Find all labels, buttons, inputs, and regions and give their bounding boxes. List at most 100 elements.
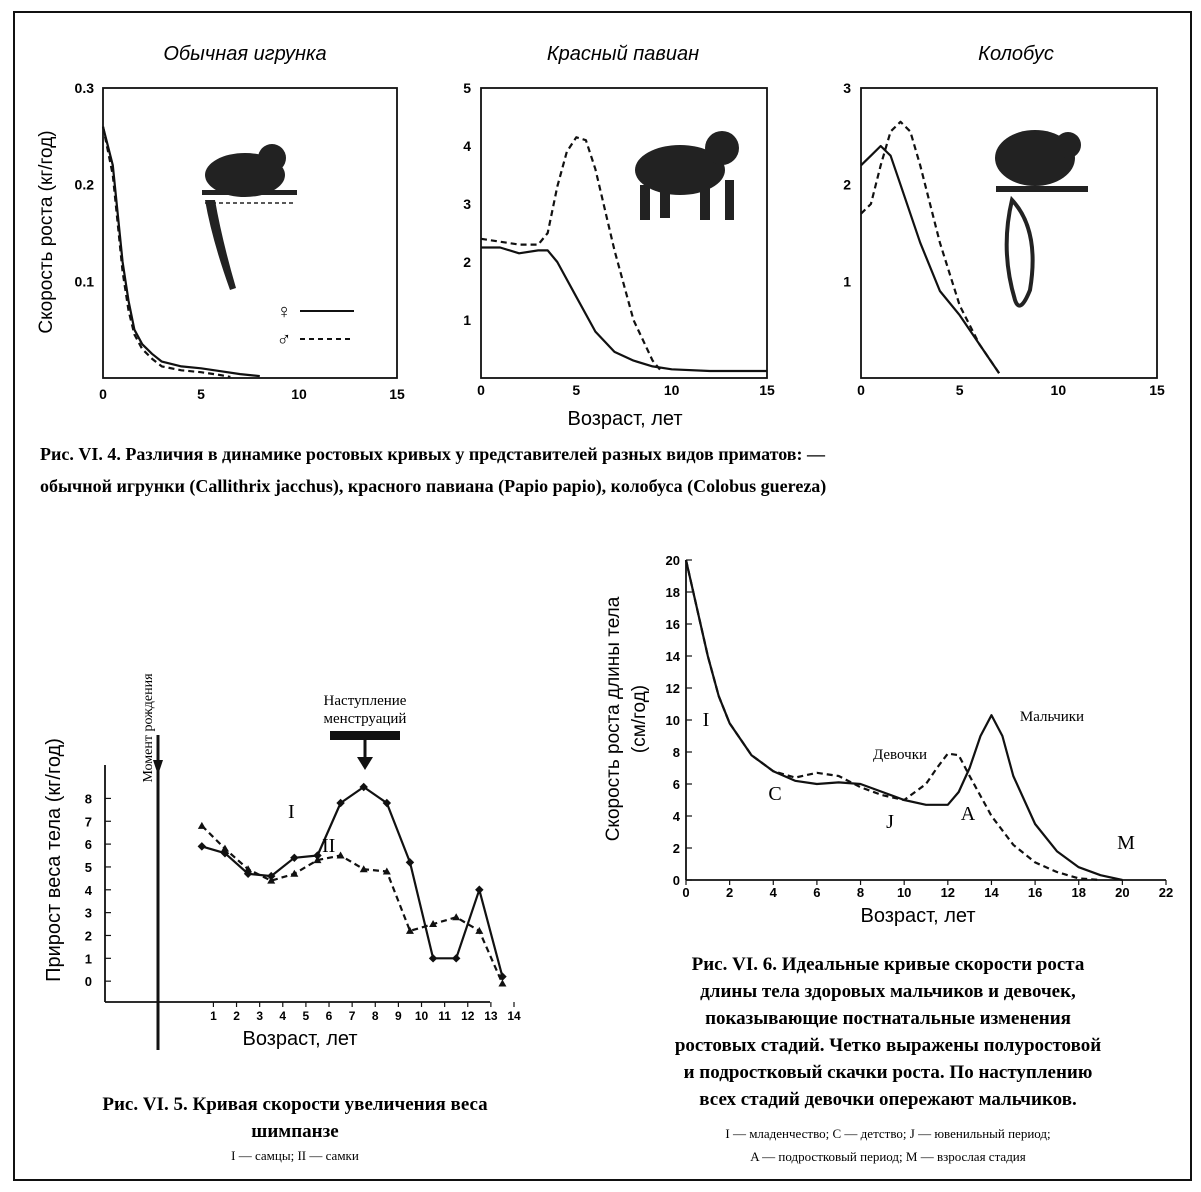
series-line-2 bbox=[860, 120, 1001, 374]
y-tick-label: 0.2 bbox=[75, 177, 95, 193]
x-tick-label: 20 bbox=[1115, 885, 1129, 900]
colobus-silhouette-icon bbox=[995, 130, 1088, 308]
data-point bbox=[336, 851, 345, 859]
fig5-series-II-label: II bbox=[322, 835, 335, 857]
x-tick-label: 5 bbox=[956, 382, 964, 398]
x-tick-label: 12 bbox=[461, 1009, 475, 1023]
data-point bbox=[290, 869, 299, 877]
fig6-stage-C: C bbox=[768, 783, 781, 805]
x-tick-label: 4 bbox=[279, 1009, 286, 1023]
data-point bbox=[313, 856, 322, 864]
series-line-1 bbox=[201, 785, 504, 977]
y-tick-label: 2 bbox=[843, 177, 851, 193]
data-point bbox=[197, 842, 207, 851]
data-point bbox=[382, 867, 391, 875]
y-tick-label: 12 bbox=[666, 681, 680, 696]
fig6-stage-A: A bbox=[961, 803, 976, 825]
x-tick-label: 10 bbox=[664, 382, 680, 398]
x-tick-label: 6 bbox=[326, 1009, 333, 1023]
y-tick-label: 0.3 bbox=[75, 80, 95, 96]
fig6-caption-line3: показывающие постнатальные изменения bbox=[705, 1008, 1071, 1029]
fig6-human-panel: 0 2 4 6 8 10 12 14 16 18 20 22 0 2 4 6 8 10 12 14 16 18 20 Ско… bbox=[603, 553, 1173, 927]
x-tick-label: 5 bbox=[303, 1009, 310, 1023]
x-tick-label: 15 bbox=[1149, 382, 1165, 398]
x-tick-label: 13 bbox=[484, 1009, 498, 1023]
y-tick-label: 1 bbox=[843, 273, 851, 289]
fig6-caption-line1: Рис. VI. 6. Идеальные кривые скорости ро… bbox=[692, 954, 1085, 975]
x-tick-label: 8 bbox=[372, 1009, 379, 1023]
menstruation-arrow-icon bbox=[330, 731, 400, 770]
marmoset-silhouette-icon bbox=[202, 144, 297, 290]
x-tick-label: 15 bbox=[389, 386, 405, 402]
y-tick-label: 0 bbox=[85, 974, 92, 989]
fig6-caption-line8: A — подростковый период; M — взрослая ст… bbox=[750, 1149, 1026, 1164]
y-tick-label: 8 bbox=[673, 745, 680, 760]
series-line-1 bbox=[101, 126, 260, 378]
x-tick-label: 0 bbox=[857, 382, 865, 398]
x-tick-label: 18 bbox=[1071, 885, 1085, 900]
y-tick-label: 1 bbox=[463, 312, 471, 328]
fig6-caption-line7: I — младенчество; C — детство; J — ювени… bbox=[725, 1126, 1050, 1141]
fig4-caption-line1: Рис. VI. 4. Различия в динамике ростовых… bbox=[40, 444, 826, 464]
y-tick-label: 16 bbox=[666, 617, 680, 632]
fig6-caption-line6: всех стадий девочки опережают мальчиков. bbox=[699, 1089, 1076, 1110]
page-frame bbox=[13, 11, 1192, 1181]
fig4-ylabel: Скорость роста (кг/год) bbox=[36, 130, 57, 333]
y-tick-label: 7 bbox=[85, 814, 92, 829]
fig6-stage-I: I bbox=[703, 709, 710, 731]
fig4-legend: ♀ ♂ bbox=[277, 301, 354, 351]
data-point bbox=[475, 885, 484, 895]
fig4-baboon-title: Красный павиан bbox=[547, 43, 699, 65]
data-point bbox=[475, 926, 484, 934]
fig5-xlabel: Возраст, лет bbox=[243, 1028, 358, 1050]
baboon-silhouette-icon bbox=[635, 131, 739, 220]
y-tick-label: 8 bbox=[85, 791, 92, 806]
fig4-marmoset-ticks: 0 5 10 15 0.1 0.2 0.3 bbox=[75, 80, 405, 402]
x-tick-label: 4 bbox=[770, 885, 778, 900]
x-tick-label: 14 bbox=[984, 885, 999, 900]
x-tick-label: 10 bbox=[291, 386, 307, 402]
x-tick-label: 12 bbox=[941, 885, 955, 900]
series-line-1 bbox=[481, 246, 767, 373]
fig5-menses-label2: менструаций bbox=[324, 711, 407, 727]
y-tick-label: 2 bbox=[463, 254, 471, 270]
series-line-2 bbox=[101, 126, 231, 379]
data-point bbox=[197, 821, 206, 829]
fig4-baboon-frame bbox=[480, 87, 768, 379]
x-tick-label: 2 bbox=[726, 885, 733, 900]
x-tick-label: 1 bbox=[210, 1009, 217, 1023]
fig5-caption-line2: шимпанзе bbox=[251, 1121, 338, 1142]
fig5-lines bbox=[197, 782, 507, 987]
y-tick-label: 6 bbox=[85, 837, 92, 852]
fig5-caption-line1: Рис. VI. 5. Кривая скорости увеличения в… bbox=[102, 1094, 488, 1115]
x-tick-label: 14 bbox=[507, 1009, 521, 1023]
y-tick-label: 6 bbox=[673, 777, 680, 792]
fig5-ylabel: Прирост веса тела (кг/год) bbox=[43, 738, 65, 982]
fig4-baboon-lines bbox=[480, 136, 767, 373]
fig6-stage-M: M bbox=[1117, 832, 1135, 854]
fig4-colobus-ticks: 0 5 10 15 1 2 3 bbox=[843, 80, 1165, 398]
fig4-marmoset-frame bbox=[102, 87, 398, 379]
fig6-lines bbox=[684, 559, 1123, 882]
data-point bbox=[405, 858, 415, 867]
x-tick-label: 0 bbox=[477, 382, 485, 398]
fig4-baboon-ticks: 0 5 10 15 1 2 3 4 5 bbox=[463, 80, 775, 398]
x-tick-label: 8 bbox=[857, 885, 864, 900]
fig6-ylabel-line1: Скорость роста длины тела bbox=[603, 596, 624, 841]
y-tick-label: 20 bbox=[666, 553, 680, 568]
y-tick-label: 3 bbox=[843, 80, 851, 96]
fig4-colobus-panel: Колобус 0 5 10 15 1 2 3 bbox=[843, 43, 1165, 398]
fig4-marmoset-title: Обычная игрунка bbox=[163, 43, 326, 65]
fig4-caption-line2: обычной игрунки (Callithrix jacchus), кр… bbox=[40, 476, 826, 497]
data-point bbox=[451, 954, 461, 963]
y-tick-label: 3 bbox=[85, 906, 92, 921]
y-tick-label: 2 bbox=[673, 841, 680, 856]
fig6-girls-label: Девочки bbox=[873, 747, 927, 763]
data-point bbox=[405, 926, 414, 934]
fig4-marmoset-lines bbox=[101, 126, 260, 379]
x-tick-label: 22 bbox=[1159, 885, 1173, 900]
x-tick-label: 16 bbox=[1028, 885, 1042, 900]
series-line-1 bbox=[860, 144, 1001, 374]
